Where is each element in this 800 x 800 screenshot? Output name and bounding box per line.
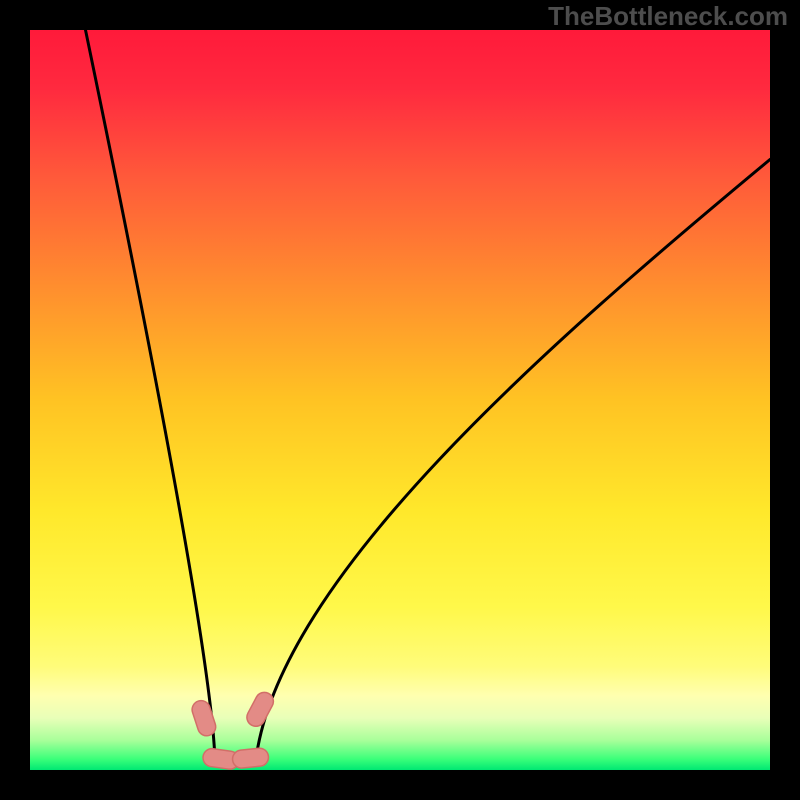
chart-frame: TheBottleneck.com (0, 0, 800, 800)
curve-marker (232, 747, 270, 769)
watermark-text: TheBottleneck.com (548, 1, 788, 32)
plot-background (30, 30, 770, 770)
chart-svg (0, 0, 800, 800)
